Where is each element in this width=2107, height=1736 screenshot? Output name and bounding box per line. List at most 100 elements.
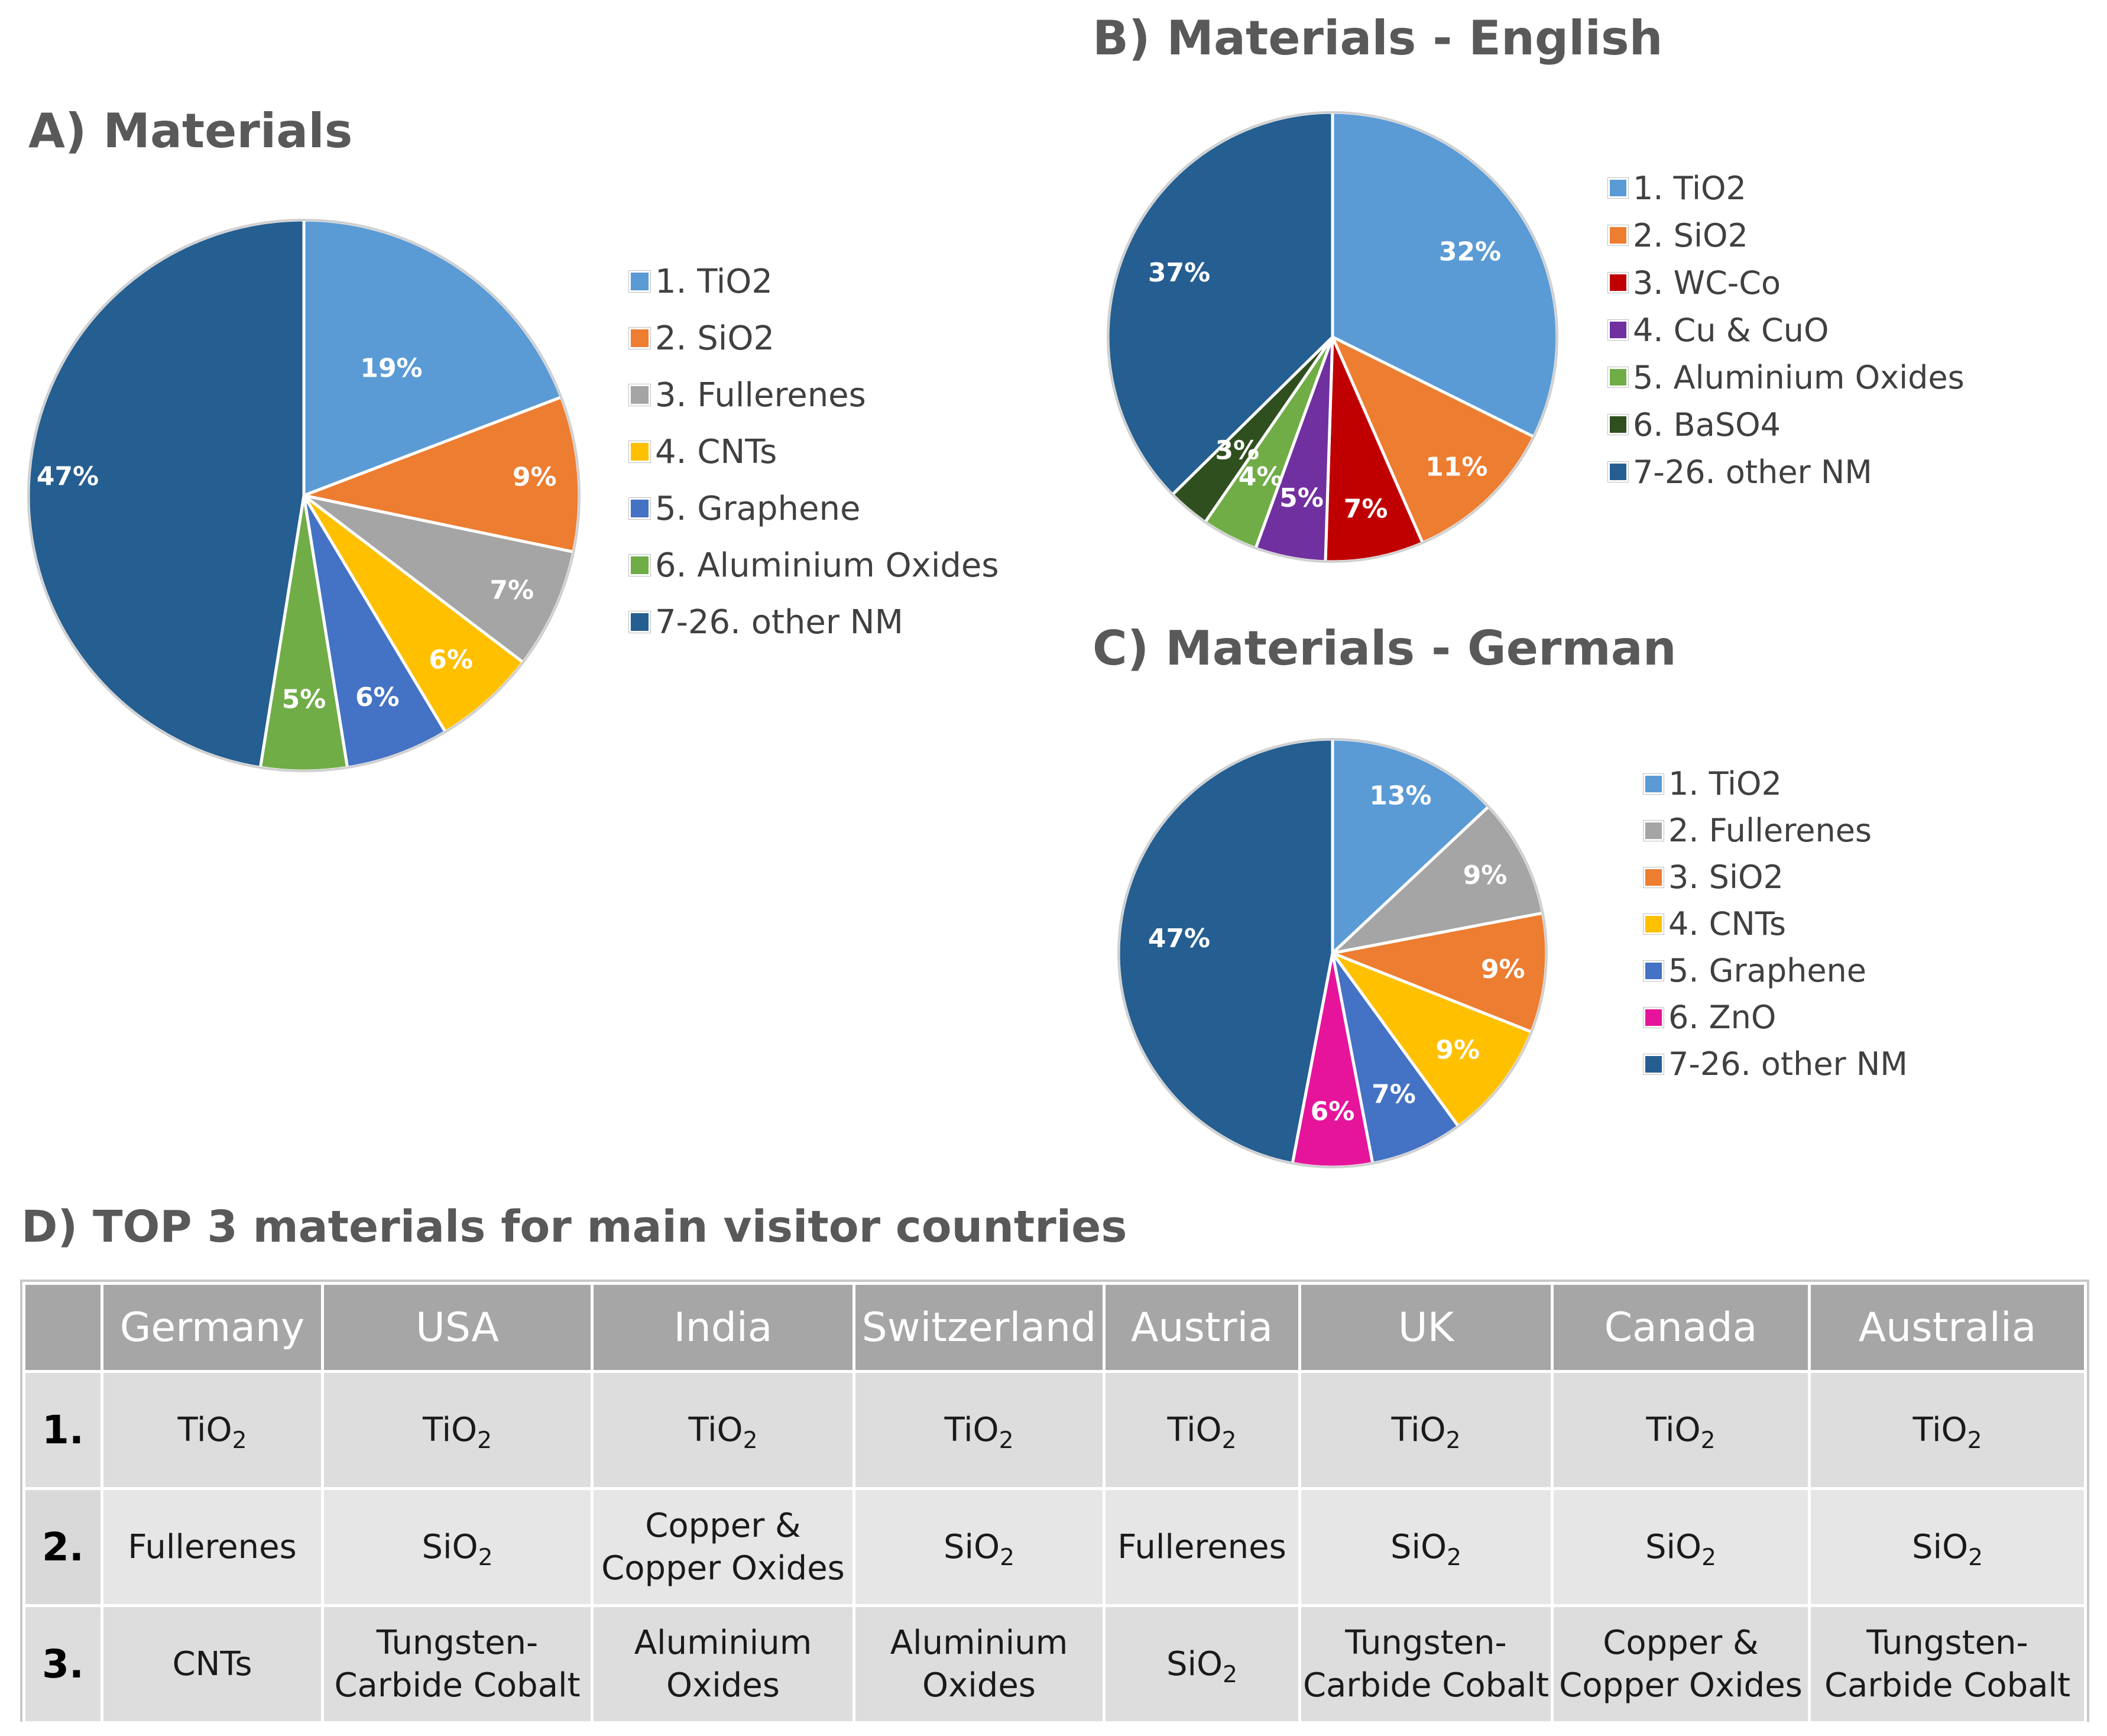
pie-data-label: 11%	[1425, 452, 1487, 482]
table-cell: TiO2	[1808, 1370, 2087, 1490]
formula-subscript: 2	[1000, 1544, 1015, 1571]
table-cell: SiO2	[1808, 1487, 2087, 1607]
legend-label: 2. Fullerenes	[1668, 812, 1872, 849]
table-cell: Aluminium Oxides	[591, 1604, 855, 1724]
chart-a-legend: 1. TiO2 2. SiO2 3. Fullerenes 4. CNTs 5. Gra…	[629, 253, 999, 650]
formula-subscript: 2	[1700, 1427, 1716, 1454]
legend-item: 6. BaSO4	[1608, 401, 1965, 448]
legend-swatch	[1644, 914, 1664, 934]
legend-item: 7-26. other NM	[1644, 1041, 1908, 1087]
chart-a-pie: 19% 9% 7% 6% 6% 5% 47%	[27, 218, 581, 773]
pie-outline	[1107, 111, 1558, 563]
legend-label: 6. ZnO	[1668, 999, 1777, 1036]
legend-label: 5. Graphene	[655, 489, 861, 528]
table-row: 3. CNTs Tungsten- Carbide Cobalt Aluminium Ox…	[22, 1604, 2087, 1724]
legend-label: 6. Aluminium Oxides	[655, 546, 999, 585]
pie-data-label: 5%	[282, 684, 326, 714]
rank-cell: 2.	[22, 1487, 103, 1607]
legend-swatch	[629, 271, 650, 292]
legend-label: 4. CNTs	[1668, 905, 1786, 943]
table-cell: TiO2	[852, 1370, 1106, 1490]
legend-label: 4. Cu & CuO	[1633, 311, 1829, 349]
table-title: D) TOP 3 materials for main visitor coun…	[21, 1201, 1127, 1252]
table-cell: SiO2	[321, 1487, 594, 1607]
column-header: USA	[321, 1282, 594, 1373]
chart-b-title: B) Materials - English	[1093, 11, 1663, 66]
table-cell: TiO2	[591, 1370, 855, 1490]
legend-swatch	[1608, 462, 1628, 482]
legend-label: 6. BaSO4	[1633, 406, 1781, 443]
pie-data-label: 7%	[490, 575, 534, 605]
legend-swatch	[629, 384, 650, 406]
legend-item: 4. Cu & CuO	[1608, 306, 1965, 354]
table-cell: CNTs	[101, 1604, 324, 1724]
chart-b-legend: 1. TiO2 2. SiO2 3. WC-Co 4. Cu & CuO 5. Alum…	[1608, 164, 1965, 495]
legend-item: 6. Aluminium Oxides	[629, 537, 999, 594]
pie-data-label: 9%	[1435, 1035, 1480, 1065]
legend-item: 2. Fullerenes	[1644, 807, 1908, 854]
chart-c-legend: 1. TiO2 2. Fullerenes 3. SiO2 4. CNTs 5. Gra…	[1644, 760, 1908, 1087]
formula-subscript: 2	[1968, 1544, 1983, 1571]
legend-label: 2. SiO2	[1633, 216, 1748, 254]
legend-item: 1. TiO2	[1608, 164, 1965, 212]
corner-header	[22, 1282, 103, 1373]
legend-swatch	[1644, 1007, 1664, 1028]
table-cell: TiO2	[101, 1370, 324, 1490]
legend-label: 1. TiO2	[655, 262, 773, 301]
legend-label: 2. SiO2	[655, 319, 775, 358]
legend-item: 5. Graphene	[1644, 947, 1908, 994]
formula-subscript: 2	[1701, 1544, 1717, 1571]
legend-label: 5. Graphene	[1668, 952, 1866, 989]
table-cell: Copper & Copper Oxides	[591, 1487, 855, 1607]
pie-data-label: 3%	[1215, 436, 1259, 466]
table-cell: Tungsten- Carbide Cobalt	[1298, 1604, 1554, 1724]
pie-data-label: 47%	[37, 462, 99, 492]
legend-label: 5. Aluminium Oxides	[1633, 358, 1965, 396]
pie-data-label: 6%	[1311, 1096, 1355, 1126]
table-header-row: Germany USA India Switzerland Austria UK…	[22, 1282, 2087, 1373]
pie-data-label: 7%	[1372, 1080, 1416, 1110]
legend-label: 3. Fullerenes	[655, 375, 866, 414]
legend-swatch	[629, 328, 650, 349]
legend-item: 1. TiO2	[629, 253, 999, 310]
legend-label: 7-26. other NM	[1668, 1045, 1908, 1083]
table-cell: SiO2	[852, 1487, 1106, 1607]
legend-swatch	[1608, 367, 1628, 387]
table-cell: Aluminium Oxides	[852, 1604, 1106, 1724]
column-header: Switzerland	[852, 1282, 1106, 1373]
legend-item: 5. Graphene	[629, 480, 999, 537]
formula-subscript: 2	[478, 1544, 493, 1571]
chart-c-pie: 13% 9% 9% 9% 7% 6% 47%	[1117, 737, 1548, 1169]
table-cell: TiO2	[1551, 1370, 1811, 1490]
legend-swatch	[1644, 867, 1664, 888]
pie-data-label: 32%	[1439, 237, 1501, 267]
legend-label: 4. CNTs	[655, 432, 777, 471]
table-cell: SiO2	[1551, 1487, 1811, 1607]
pie-data-label: 13%	[1369, 781, 1431, 811]
column-header: Germany	[101, 1282, 324, 1373]
formula-subscript: 2	[743, 1427, 758, 1454]
legend-item: 3. WC-Co	[1608, 259, 1965, 306]
column-header: India	[591, 1282, 855, 1373]
table-cell: Copper & Copper Oxides	[1551, 1604, 1811, 1724]
pie-data-label: 47%	[1148, 924, 1210, 954]
legend-item: 3. SiO2	[1644, 854, 1908, 901]
table-cell: SiO2	[1298, 1487, 1554, 1607]
pie-data-label: 6%	[429, 644, 473, 675]
legend-item: 4. CNTs	[629, 423, 999, 480]
legend-label: 3. WC-Co	[1633, 264, 1781, 302]
pie-data-label: 9%	[1463, 860, 1508, 890]
table-cell: Fullerenes	[101, 1487, 324, 1607]
pie-data-label: 4%	[1239, 462, 1283, 492]
column-header: UK	[1298, 1282, 1554, 1373]
legend-swatch	[629, 498, 650, 519]
formula-subscript: 2	[1967, 1427, 1982, 1454]
legend-item: 6. ZnO	[1644, 994, 1908, 1041]
legend-swatch	[1608, 273, 1628, 293]
pie-data-label: 9%	[1481, 954, 1525, 984]
legend-item: 1. TiO2	[1644, 760, 1908, 807]
pie-data-label: 6%	[355, 682, 400, 712]
column-header: Austria	[1103, 1282, 1301, 1373]
table-cell: Tungsten- Carbide Cobalt	[321, 1604, 594, 1724]
legend-item: 5. Aluminium Oxides	[1608, 354, 1965, 401]
